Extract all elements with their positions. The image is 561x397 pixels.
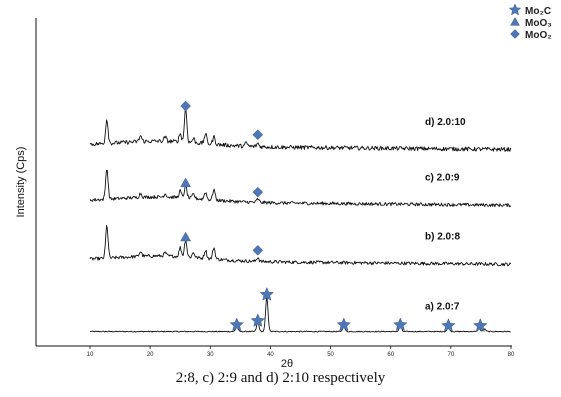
- figure-caption: 2:8, c) 2:9 and d) 2:10 respectively: [175, 370, 386, 386]
- legend-label: Mo₂C: [525, 6, 551, 17]
- x-tick-label: 70: [448, 352, 455, 358]
- x-tick-label: 50: [327, 352, 334, 358]
- series-line: [89, 296, 511, 333]
- star-marker-icon: [250, 313, 266, 328]
- diamond-marker-icon: [180, 100, 191, 112]
- diamond-marker-icon: [510, 29, 520, 39]
- star-marker-icon: [508, 3, 522, 16]
- x-axis-title: 2θ: [281, 358, 293, 370]
- chart-axes: 10 20 30 40 50 60 70 80 2θ Intensity (Cps): [15, 18, 515, 370]
- legend-label: MoO₂: [525, 30, 552, 41]
- diamond-marker-icon: [252, 186, 264, 198]
- x-tick-label: 60: [387, 352, 394, 358]
- plot-area: a) 2.0:7 b) 2.0:8 c) 2.0:9 d) 2.0:10: [89, 100, 512, 333]
- series-line: [89, 169, 512, 208]
- star-marker-icon: [441, 318, 456, 333]
- series-label: b) 2.0:8: [425, 232, 460, 243]
- star-marker-icon: [336, 317, 352, 332]
- series-line: [89, 224, 512, 267]
- series-3: c) 2.0:9: [89, 169, 512, 208]
- x-tick-label: 10: [87, 352, 94, 358]
- series-label: c) 2.0:9: [425, 173, 460, 184]
- x-tick-label: 30: [207, 352, 214, 358]
- x-tick-label: 20: [147, 352, 154, 358]
- star-marker-icon: [229, 317, 245, 332]
- x-tick-label: 40: [267, 352, 274, 358]
- series-label: d) 2.0:10: [425, 117, 466, 128]
- triangle-marker-icon: [180, 177, 192, 188]
- x-tick-label: 80: [508, 352, 515, 358]
- triangle-marker-icon: [180, 231, 192, 242]
- y-axis-title: Intensity (Cps): [15, 147, 27, 218]
- diamond-marker-icon: [252, 129, 264, 141]
- series-label: a) 2.0:7: [425, 301, 460, 312]
- star-marker-icon: [393, 317, 408, 332]
- star-marker-icon: [473, 318, 488, 333]
- series-line: [89, 107, 512, 152]
- series-4: d) 2.0:10: [89, 100, 512, 152]
- diamond-marker-icon: [252, 245, 264, 256]
- series-1: a) 2.0:7: [89, 286, 511, 333]
- series-2: b) 2.0:8: [89, 224, 512, 267]
- star-marker-icon: [259, 286, 275, 301]
- triangle-marker-icon: [510, 16, 520, 26]
- legend-label: MoO₃: [525, 18, 552, 29]
